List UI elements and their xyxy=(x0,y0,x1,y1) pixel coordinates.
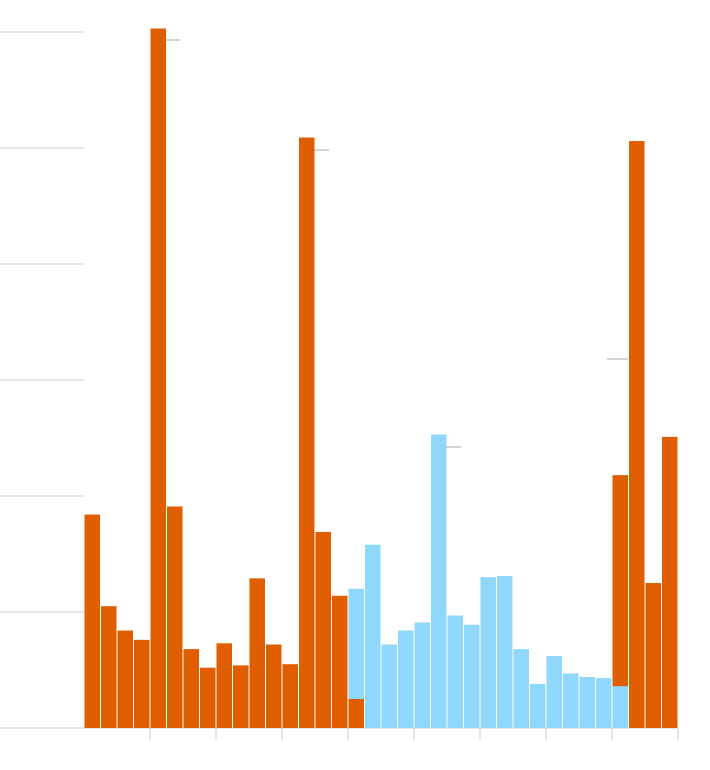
bar xyxy=(530,683,546,728)
bar xyxy=(282,664,298,728)
bar xyxy=(365,544,381,728)
bar xyxy=(381,644,397,728)
bar xyxy=(348,699,364,728)
bar xyxy=(150,28,166,728)
bar xyxy=(563,673,579,728)
bar xyxy=(84,514,100,728)
bar xyxy=(200,667,216,728)
annotation-markers xyxy=(166,39,628,448)
bar xyxy=(348,588,364,728)
bar xyxy=(464,624,480,728)
bar xyxy=(266,644,282,728)
bar xyxy=(447,615,463,728)
bar xyxy=(117,630,133,728)
bar xyxy=(332,595,348,728)
bars xyxy=(84,28,678,729)
bar xyxy=(645,583,661,728)
bar xyxy=(216,643,232,728)
bar xyxy=(183,649,199,728)
bar xyxy=(629,141,645,729)
bar xyxy=(233,665,249,728)
bar xyxy=(101,606,117,728)
bar xyxy=(546,656,562,728)
bar xyxy=(398,630,414,728)
bar xyxy=(662,436,678,728)
bar xyxy=(612,686,628,728)
bar xyxy=(513,649,529,728)
bar xyxy=(167,506,183,728)
bar xyxy=(414,622,430,728)
bar xyxy=(596,678,612,728)
bar xyxy=(134,639,150,728)
bar xyxy=(497,576,513,728)
bar xyxy=(315,531,331,728)
bar xyxy=(480,577,496,728)
bar xyxy=(249,578,265,728)
bar xyxy=(299,137,315,728)
bar xyxy=(612,475,628,728)
bar xyxy=(579,676,595,728)
bar xyxy=(431,434,447,728)
